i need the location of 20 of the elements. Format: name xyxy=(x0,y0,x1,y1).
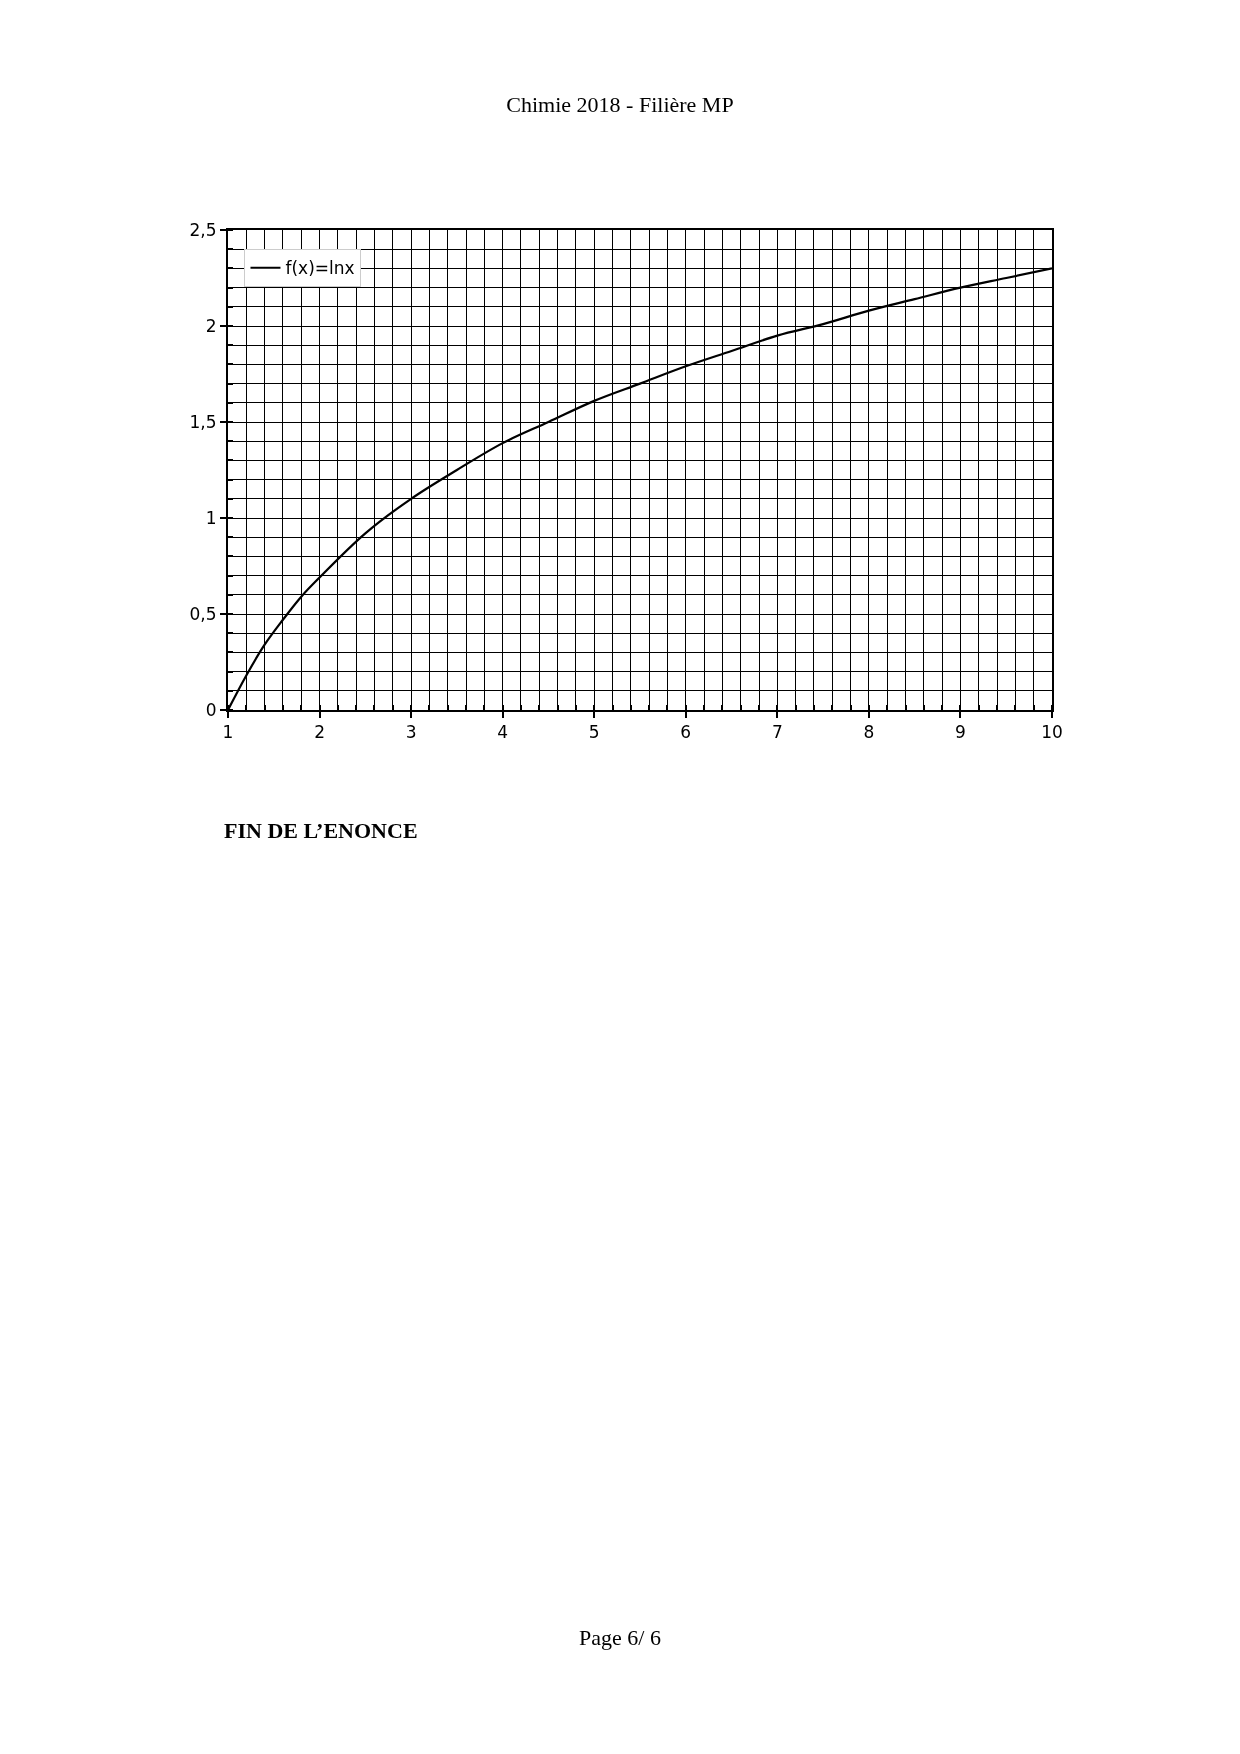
x-tick-label: 4 xyxy=(497,722,509,743)
legend-label: f(x)=lnx xyxy=(285,258,355,279)
x-tick-label: 6 xyxy=(680,722,692,743)
x-tick-label: 8 xyxy=(863,722,875,743)
y-tick-label: 1 xyxy=(205,507,217,528)
x-tick-label: 9 xyxy=(955,722,966,743)
y-tick-label: 0,5 xyxy=(189,603,217,624)
x-tick-label: 10 xyxy=(1041,722,1063,743)
x-tick-label: 2 xyxy=(314,722,325,743)
x-tick-label: 1 xyxy=(222,722,234,743)
x-tick-label: 7 xyxy=(771,722,783,743)
y-tick-label: 1,5 xyxy=(189,411,217,432)
text: Chimie 2018 - Filière MP xyxy=(505,92,735,118)
y-tick-label: 2 xyxy=(205,315,217,336)
y-tick-label: 0 xyxy=(205,699,217,720)
text: FIN DE L’ENONCE xyxy=(224,818,419,844)
x-tick-label: 5 xyxy=(588,722,600,743)
text: Page 6/ 6 xyxy=(578,1625,662,1651)
x-tick-label: 3 xyxy=(405,722,417,743)
y-tick-label: 2,5 xyxy=(189,219,217,240)
